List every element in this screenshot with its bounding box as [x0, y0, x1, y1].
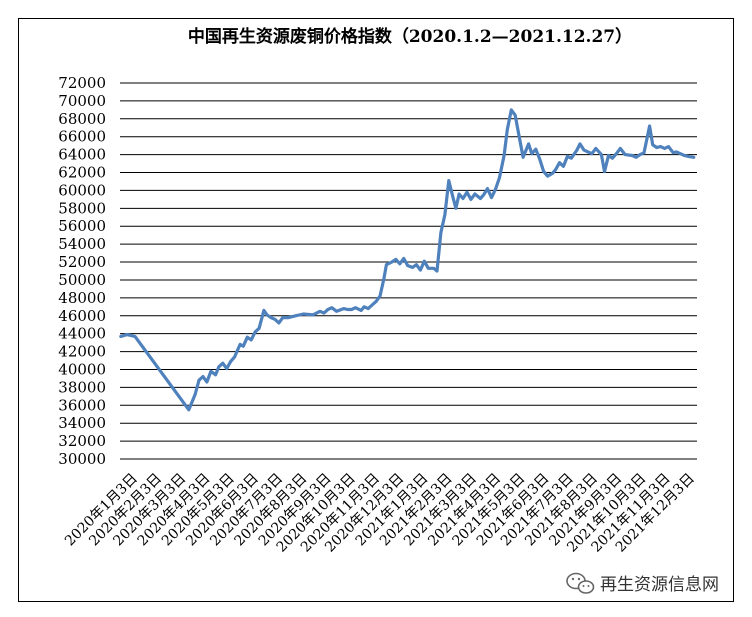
y-tick-label: 46000 — [58, 307, 106, 325]
y-axis-ticks: 3000032000340003600038000400004200044000… — [58, 74, 106, 468]
gridlines — [120, 82, 697, 460]
y-tick-label: 68000 — [58, 110, 106, 128]
y-tick-label: 56000 — [58, 217, 106, 235]
y-tick-label: 58000 — [58, 199, 106, 217]
series-layer — [119, 108, 696, 412]
y-tick-label: 40000 — [58, 360, 106, 378]
y-tick-label: 32000 — [58, 432, 106, 450]
y-tick-label: 52000 — [58, 253, 106, 271]
y-tick-label: 44000 — [58, 325, 106, 343]
y-tick-label: 70000 — [58, 92, 106, 110]
y-tick-label: 60000 — [58, 181, 106, 199]
series-line — [119, 108, 696, 412]
y-tick-label: 50000 — [58, 271, 106, 289]
y-tick-label: 36000 — [58, 396, 106, 414]
y-tick-label: 72000 — [58, 74, 106, 92]
y-tick-label: 64000 — [58, 146, 106, 164]
y-tick-label: 62000 — [58, 164, 106, 182]
y-tick-label: 48000 — [58, 289, 106, 307]
wechat-icon — [566, 572, 595, 594]
y-tick-label: 54000 — [58, 235, 106, 253]
y-tick-label: 38000 — [58, 378, 106, 396]
y-tick-label: 34000 — [58, 414, 106, 432]
y-tick-label: 30000 — [58, 450, 106, 468]
watermark: 再生资源信息网 — [566, 572, 719, 595]
y-tick-label: 42000 — [58, 343, 106, 361]
chart-title: 中国再生资源废铜价格指数（2020.1.2—2021.12.27） — [188, 26, 632, 47]
x-axis-ticks: 2020年1月3日2020年2月3日2020年3月3日2020年4月3日2020… — [62, 471, 698, 556]
chart-frame — [18, 18, 734, 602]
y-tick-label: 66000 — [58, 128, 106, 146]
watermark-text: 再生资源信息网 — [600, 575, 719, 595]
